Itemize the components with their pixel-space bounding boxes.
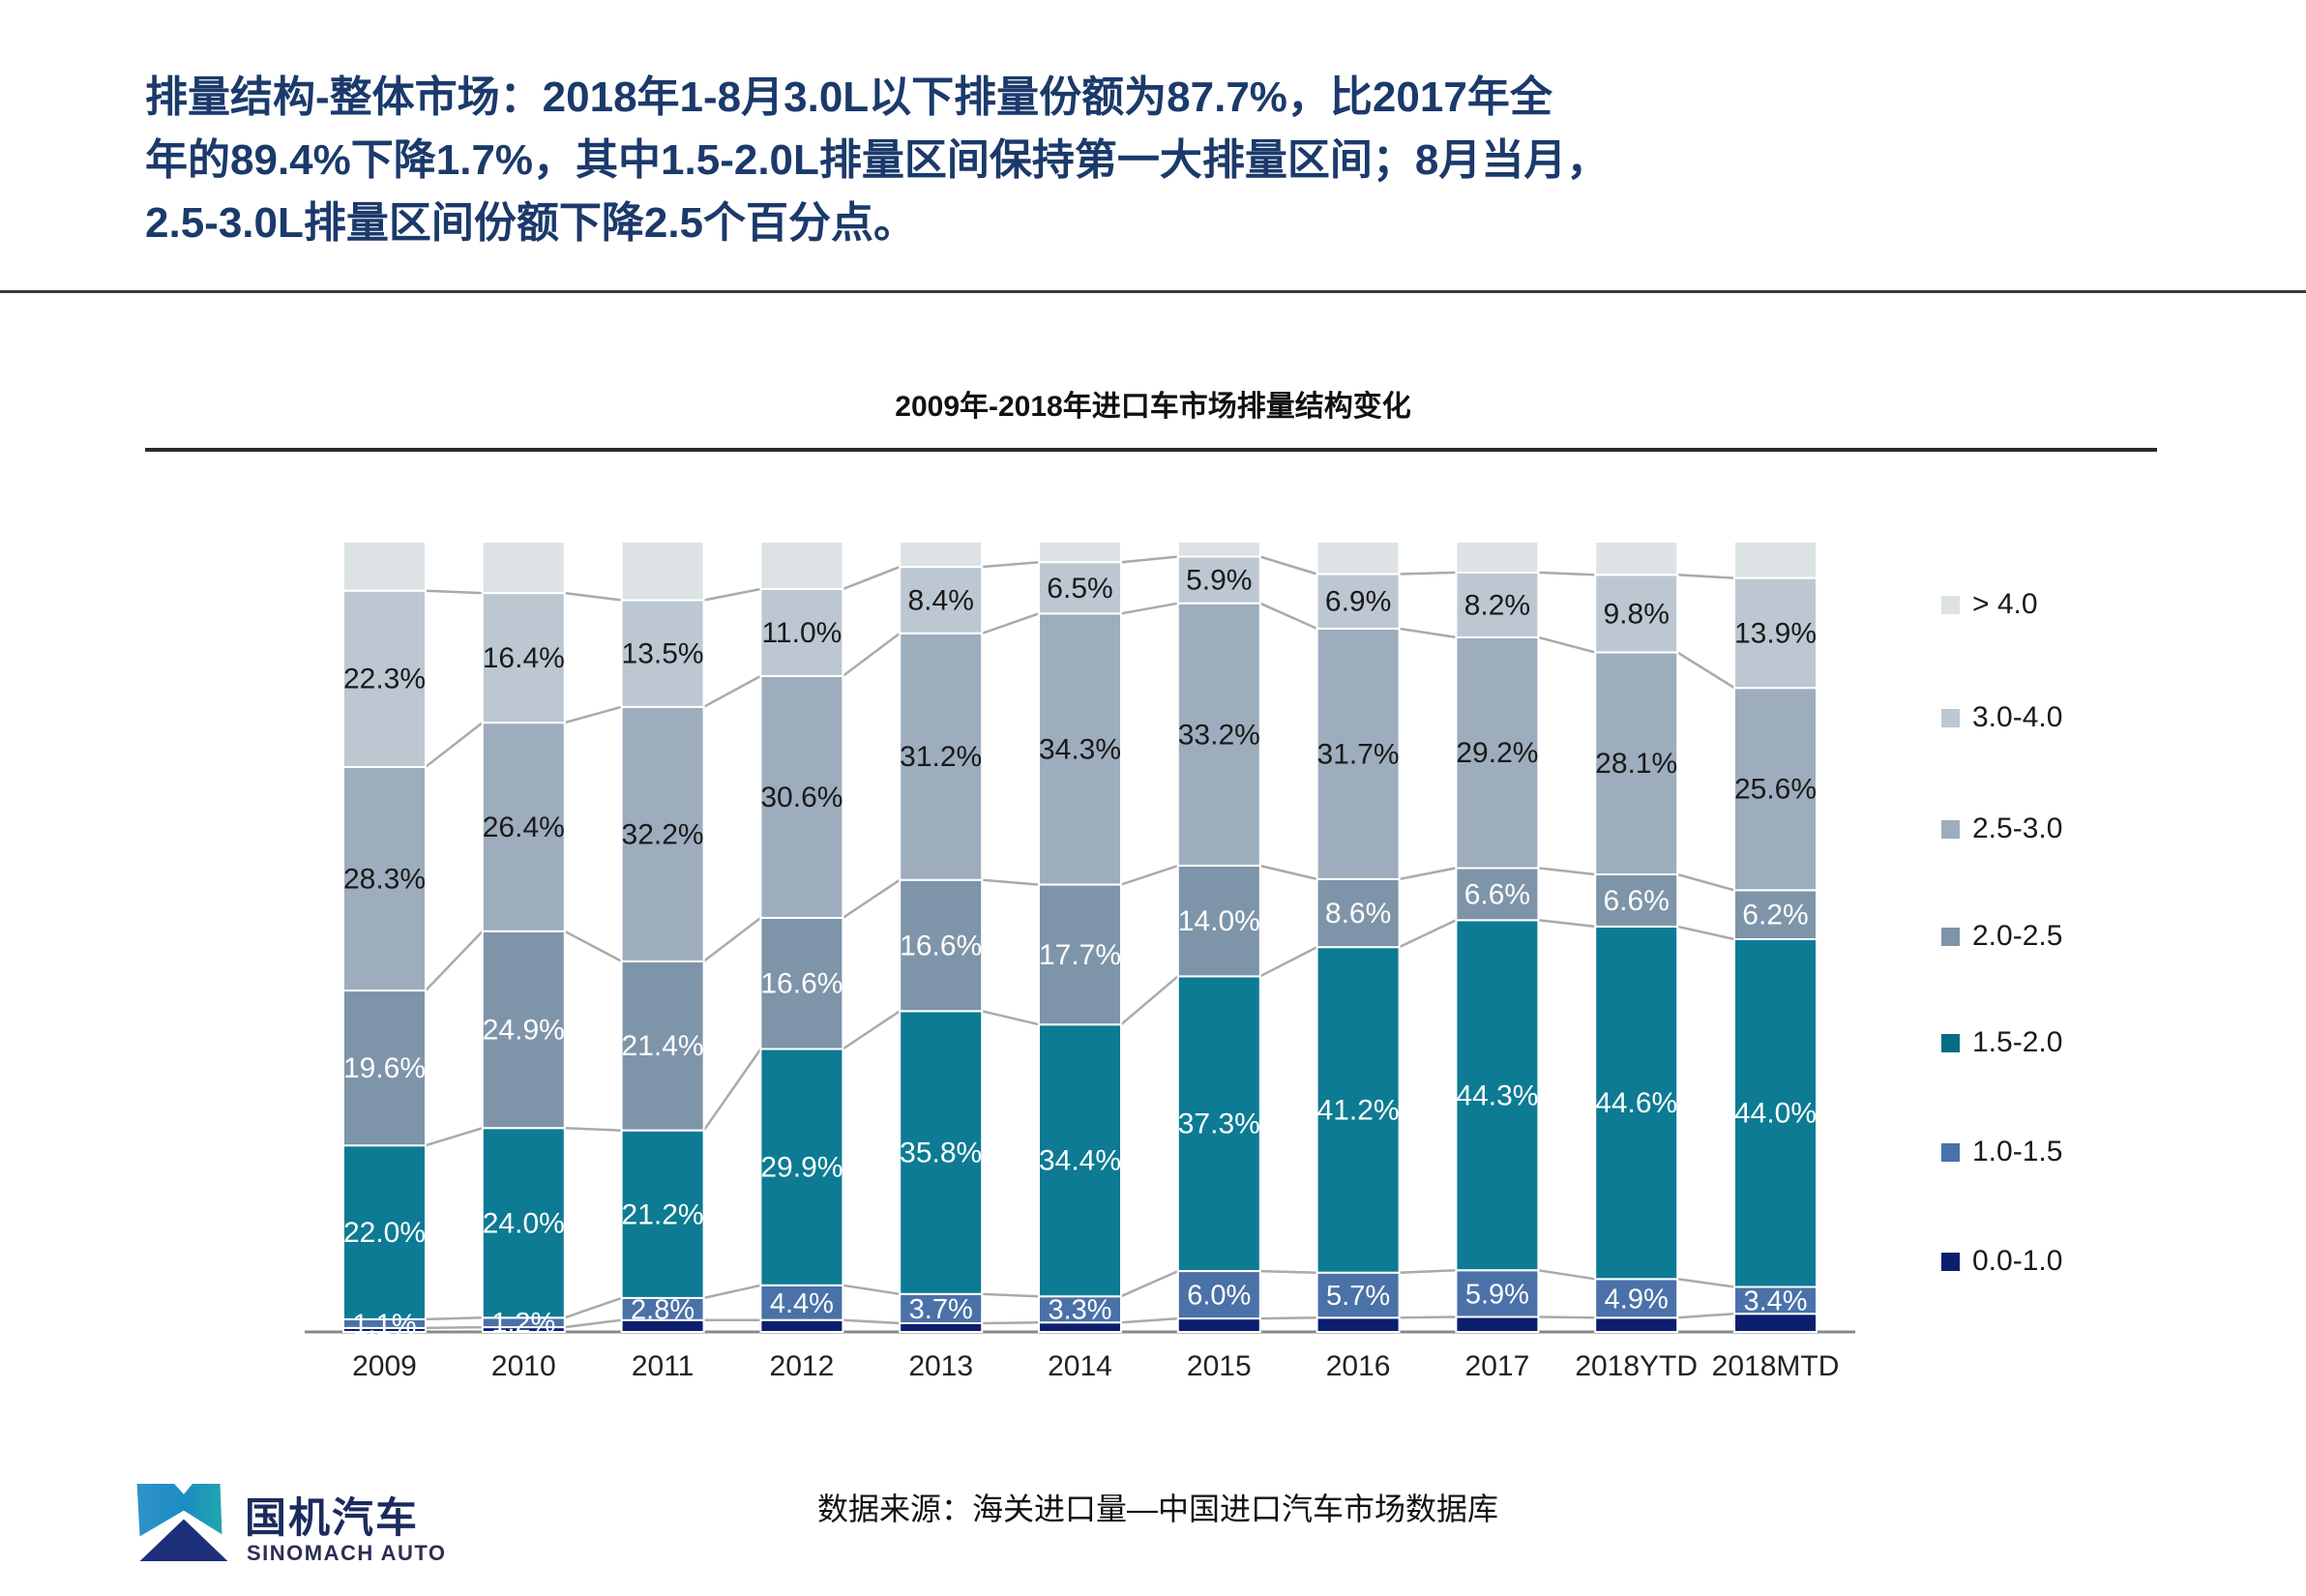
svg-text:22.0%: 22.0% xyxy=(343,1217,426,1249)
svg-text:3.7%: 3.7% xyxy=(909,1294,973,1325)
svg-text:28.3%: 28.3% xyxy=(343,864,426,896)
svg-text:30.6%: 30.6% xyxy=(760,782,843,813)
svg-text:2010: 2010 xyxy=(491,1350,556,1382)
svg-text:2009: 2009 xyxy=(352,1350,417,1382)
svg-text:2018MTD: 2018MTD xyxy=(1712,1350,1840,1382)
svg-text:24.0%: 24.0% xyxy=(483,1207,565,1239)
svg-text:13.5%: 13.5% xyxy=(622,638,704,670)
svg-text:5.9%: 5.9% xyxy=(1186,565,1252,597)
svg-text:16.4%: 16.4% xyxy=(483,642,565,674)
svg-text:6.5%: 6.5% xyxy=(1047,573,1112,605)
svg-text:3.3%: 3.3% xyxy=(1048,1295,1111,1326)
svg-text:8.6%: 8.6% xyxy=(1325,898,1391,930)
svg-text:3.4%: 3.4% xyxy=(1743,1286,1807,1316)
svg-text:32.2%: 32.2% xyxy=(622,818,704,850)
svg-text:4.9%: 4.9% xyxy=(1605,1284,1669,1315)
svg-text:28.1%: 28.1% xyxy=(1595,748,1677,780)
svg-text:2011: 2011 xyxy=(632,1350,695,1382)
svg-text:31.7%: 31.7% xyxy=(1317,738,1400,770)
svg-text:26.4%: 26.4% xyxy=(483,812,565,843)
svg-text:6.2%: 6.2% xyxy=(1742,900,1808,931)
svg-text:37.3%: 37.3% xyxy=(1178,1108,1260,1140)
svg-text:29.9%: 29.9% xyxy=(760,1152,843,1184)
svg-text:35.8%: 35.8% xyxy=(900,1138,982,1169)
svg-text:44.3%: 44.3% xyxy=(1456,1079,1538,1111)
svg-text:5.7%: 5.7% xyxy=(1326,1281,1390,1312)
svg-text:21.4%: 21.4% xyxy=(622,1030,704,1062)
svg-text:5.9%: 5.9% xyxy=(1465,1279,1529,1310)
svg-text:29.2%: 29.2% xyxy=(1456,737,1538,769)
svg-text:41.2%: 41.2% xyxy=(1317,1094,1400,1126)
svg-text:2017: 2017 xyxy=(1465,1350,1530,1382)
svg-text:21.2%: 21.2% xyxy=(622,1198,704,1230)
svg-text:34.3%: 34.3% xyxy=(1039,734,1121,766)
svg-text:16.6%: 16.6% xyxy=(900,931,982,962)
svg-text:2015: 2015 xyxy=(1187,1350,1252,1382)
svg-text:24.9%: 24.9% xyxy=(483,1015,565,1047)
svg-text:8.4%: 8.4% xyxy=(908,585,974,617)
svg-text:16.6%: 16.6% xyxy=(760,968,843,1000)
svg-text:14.0%: 14.0% xyxy=(1178,905,1260,937)
svg-text:2018YTD: 2018YTD xyxy=(1575,1350,1698,1382)
svg-text:6.6%: 6.6% xyxy=(1604,885,1670,917)
svg-text:6.9%: 6.9% xyxy=(1325,586,1391,618)
svg-text:9.8%: 9.8% xyxy=(1604,598,1670,630)
svg-text:13.9%: 13.9% xyxy=(1734,617,1817,649)
svg-text:6.6%: 6.6% xyxy=(1464,878,1530,910)
svg-text:2.8%: 2.8% xyxy=(631,1294,695,1325)
svg-text:17.7%: 17.7% xyxy=(1039,939,1121,971)
svg-text:25.6%: 25.6% xyxy=(1734,774,1817,806)
svg-text:8.2%: 8.2% xyxy=(1464,589,1530,621)
svg-text:31.2%: 31.2% xyxy=(900,741,982,773)
svg-text:33.2%: 33.2% xyxy=(1178,719,1260,751)
svg-text:2012: 2012 xyxy=(770,1350,835,1382)
svg-text:2014: 2014 xyxy=(1048,1350,1112,1382)
svg-text:4.4%: 4.4% xyxy=(770,1288,834,1319)
svg-text:1.1%: 1.1% xyxy=(352,1309,416,1340)
svg-text:19.6%: 19.6% xyxy=(343,1052,426,1084)
svg-text:1.2%: 1.2% xyxy=(491,1308,555,1339)
svg-text:22.3%: 22.3% xyxy=(343,664,426,695)
svg-text:34.4%: 34.4% xyxy=(1039,1145,1121,1177)
svg-text:44.6%: 44.6% xyxy=(1595,1087,1677,1119)
svg-text:44.0%: 44.0% xyxy=(1734,1098,1817,1130)
svg-text:2013: 2013 xyxy=(908,1350,973,1382)
svg-text:2016: 2016 xyxy=(1326,1350,1391,1382)
svg-text:11.0%: 11.0% xyxy=(761,617,842,649)
svg-text:6.0%: 6.0% xyxy=(1187,1281,1251,1312)
